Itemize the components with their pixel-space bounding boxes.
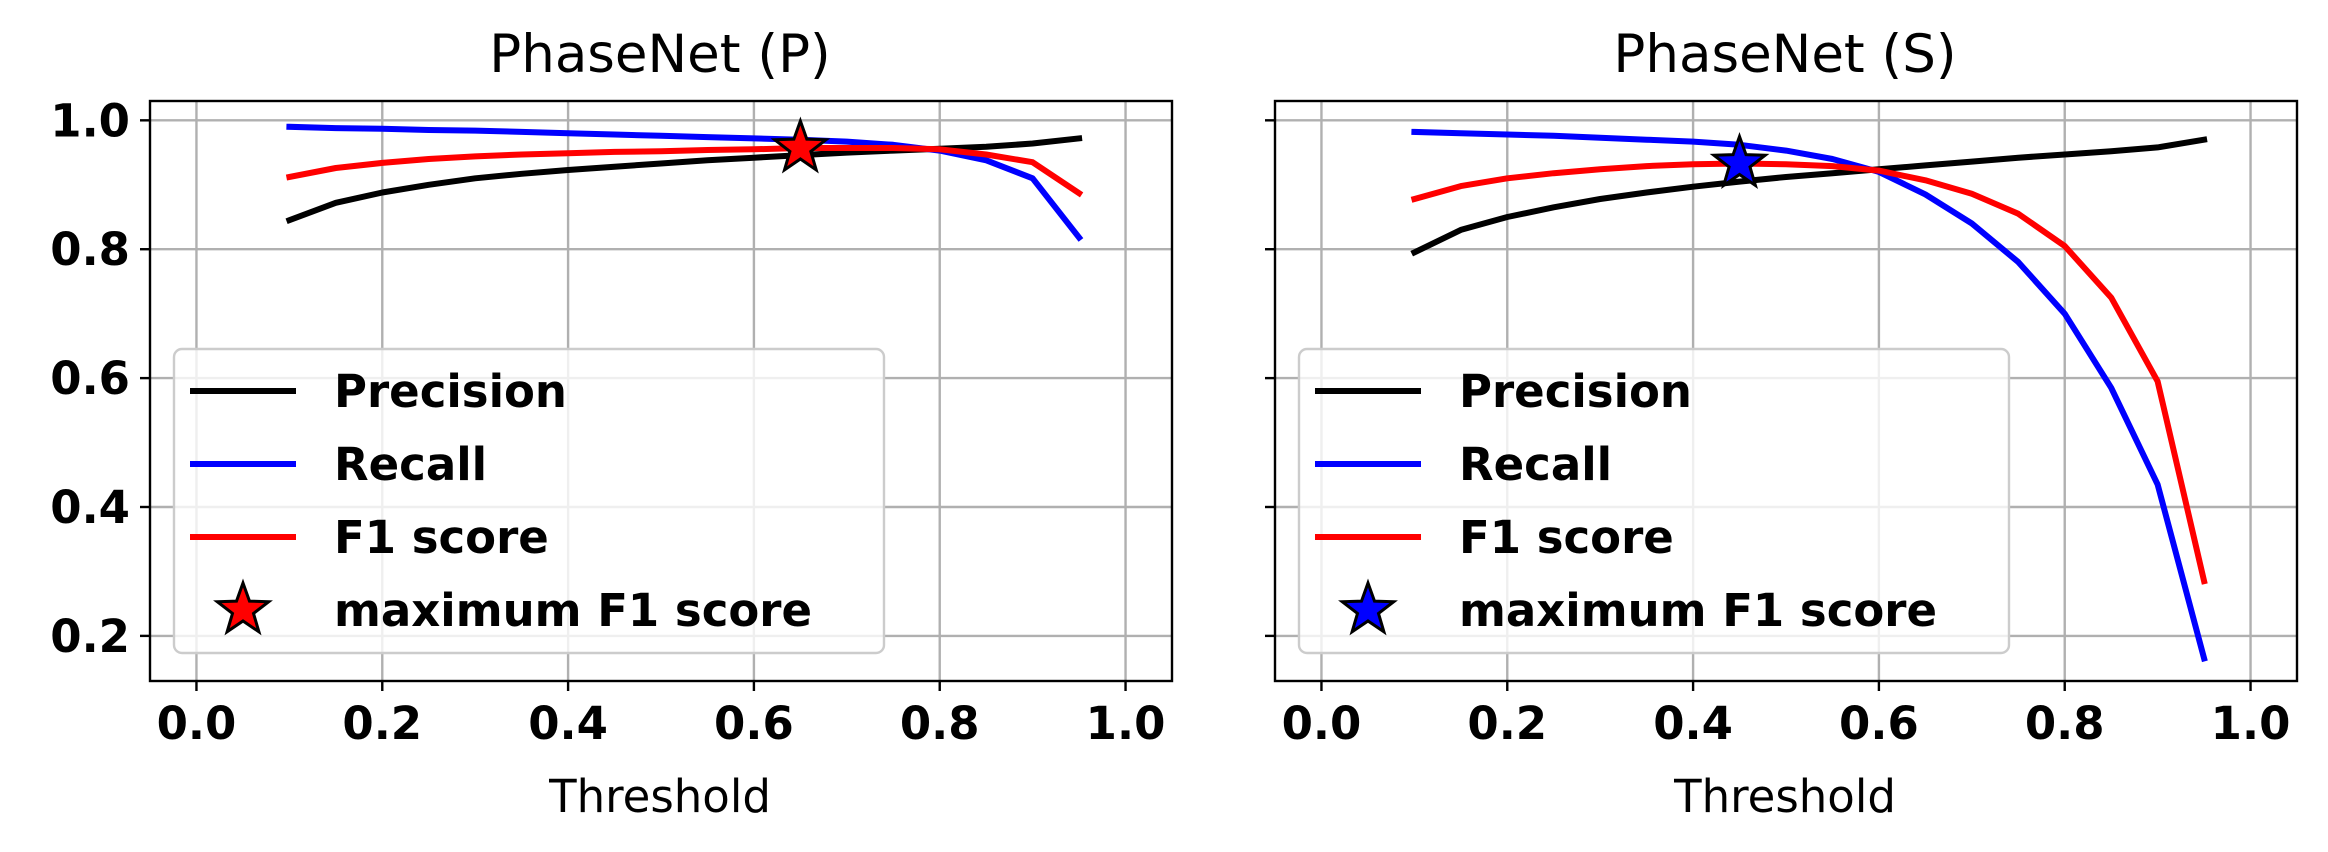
legend-label-maximum-f1-score: maximum F1 score bbox=[334, 584, 812, 637]
x-tick-label: 0.2 bbox=[342, 697, 422, 750]
x-tick-label: 0.2 bbox=[1467, 697, 1547, 750]
legend-label-precision: Precision bbox=[1459, 365, 1692, 418]
series-group bbox=[285, 123, 1084, 242]
x-tick-label: 1.0 bbox=[1086, 697, 1166, 750]
legend-star-marker bbox=[1338, 578, 1398, 636]
x-axis-label: Threshold bbox=[548, 770, 771, 823]
y-tick-label: 1.0 bbox=[50, 94, 130, 147]
axes-frame bbox=[148, 99, 1174, 683]
legend-label-maximum-f1-score: maximum F1 score bbox=[1459, 584, 1937, 637]
legend-label-f1-score: F1 score bbox=[334, 511, 549, 564]
max-f1-star-marker bbox=[1709, 132, 1770, 190]
x-tick-label: 0.4 bbox=[1653, 697, 1733, 750]
axes-frame bbox=[1273, 99, 2299, 683]
y-tick-label: 0.2 bbox=[50, 610, 130, 663]
y-tick-label: 0.6 bbox=[50, 352, 130, 405]
series-line-precision bbox=[1410, 136, 2208, 257]
chart-title: PhaseNet (S) bbox=[1613, 24, 1956, 85]
max-f1-star-marker bbox=[770, 116, 831, 174]
x-axis-label: Threshold bbox=[1673, 770, 1896, 823]
series-line-recall bbox=[286, 123, 1084, 242]
legend-label-recall: Recall bbox=[1459, 438, 1612, 491]
series-line-recall bbox=[1411, 128, 2208, 663]
legend-label-precision: Precision bbox=[334, 365, 567, 418]
x-tick-label: 0.4 bbox=[528, 697, 608, 750]
series-line-f1-score bbox=[1410, 160, 2208, 585]
legend-box bbox=[1297, 347, 2011, 655]
legend-star-marker bbox=[213, 578, 273, 636]
x-tick-label: 0.6 bbox=[1839, 697, 1919, 750]
legend-label-f1-score: F1 score bbox=[1459, 511, 1674, 564]
panel-phasenet-s: PhaseNet (S) Threshold 0.0 0.2 0.4 0.6 0… bbox=[1265, 24, 2299, 823]
chart-title: PhaseNet (P) bbox=[489, 24, 830, 85]
y-tick-label: 0.4 bbox=[50, 481, 130, 534]
x-tick-label: 0.8 bbox=[900, 697, 980, 750]
legend-label-recall: Recall bbox=[334, 438, 487, 491]
series-group bbox=[1410, 128, 2208, 663]
x-tick-label: 0.6 bbox=[714, 697, 794, 750]
series-line-f1-score bbox=[285, 145, 1084, 198]
panel-phasenet-p: PhaseNet (P) Threshold 0.0 0.2 0.4 0.6 0… bbox=[50, 24, 1174, 823]
x-tick-label: 0.0 bbox=[1282, 697, 1362, 750]
x-tick-label: 1.0 bbox=[2211, 697, 2291, 750]
x-tick-label: 0.8 bbox=[2025, 697, 2105, 750]
legend-box bbox=[172, 347, 886, 655]
y-tick-label: 0.8 bbox=[50, 223, 130, 276]
x-tick-label: 0.0 bbox=[157, 697, 237, 750]
